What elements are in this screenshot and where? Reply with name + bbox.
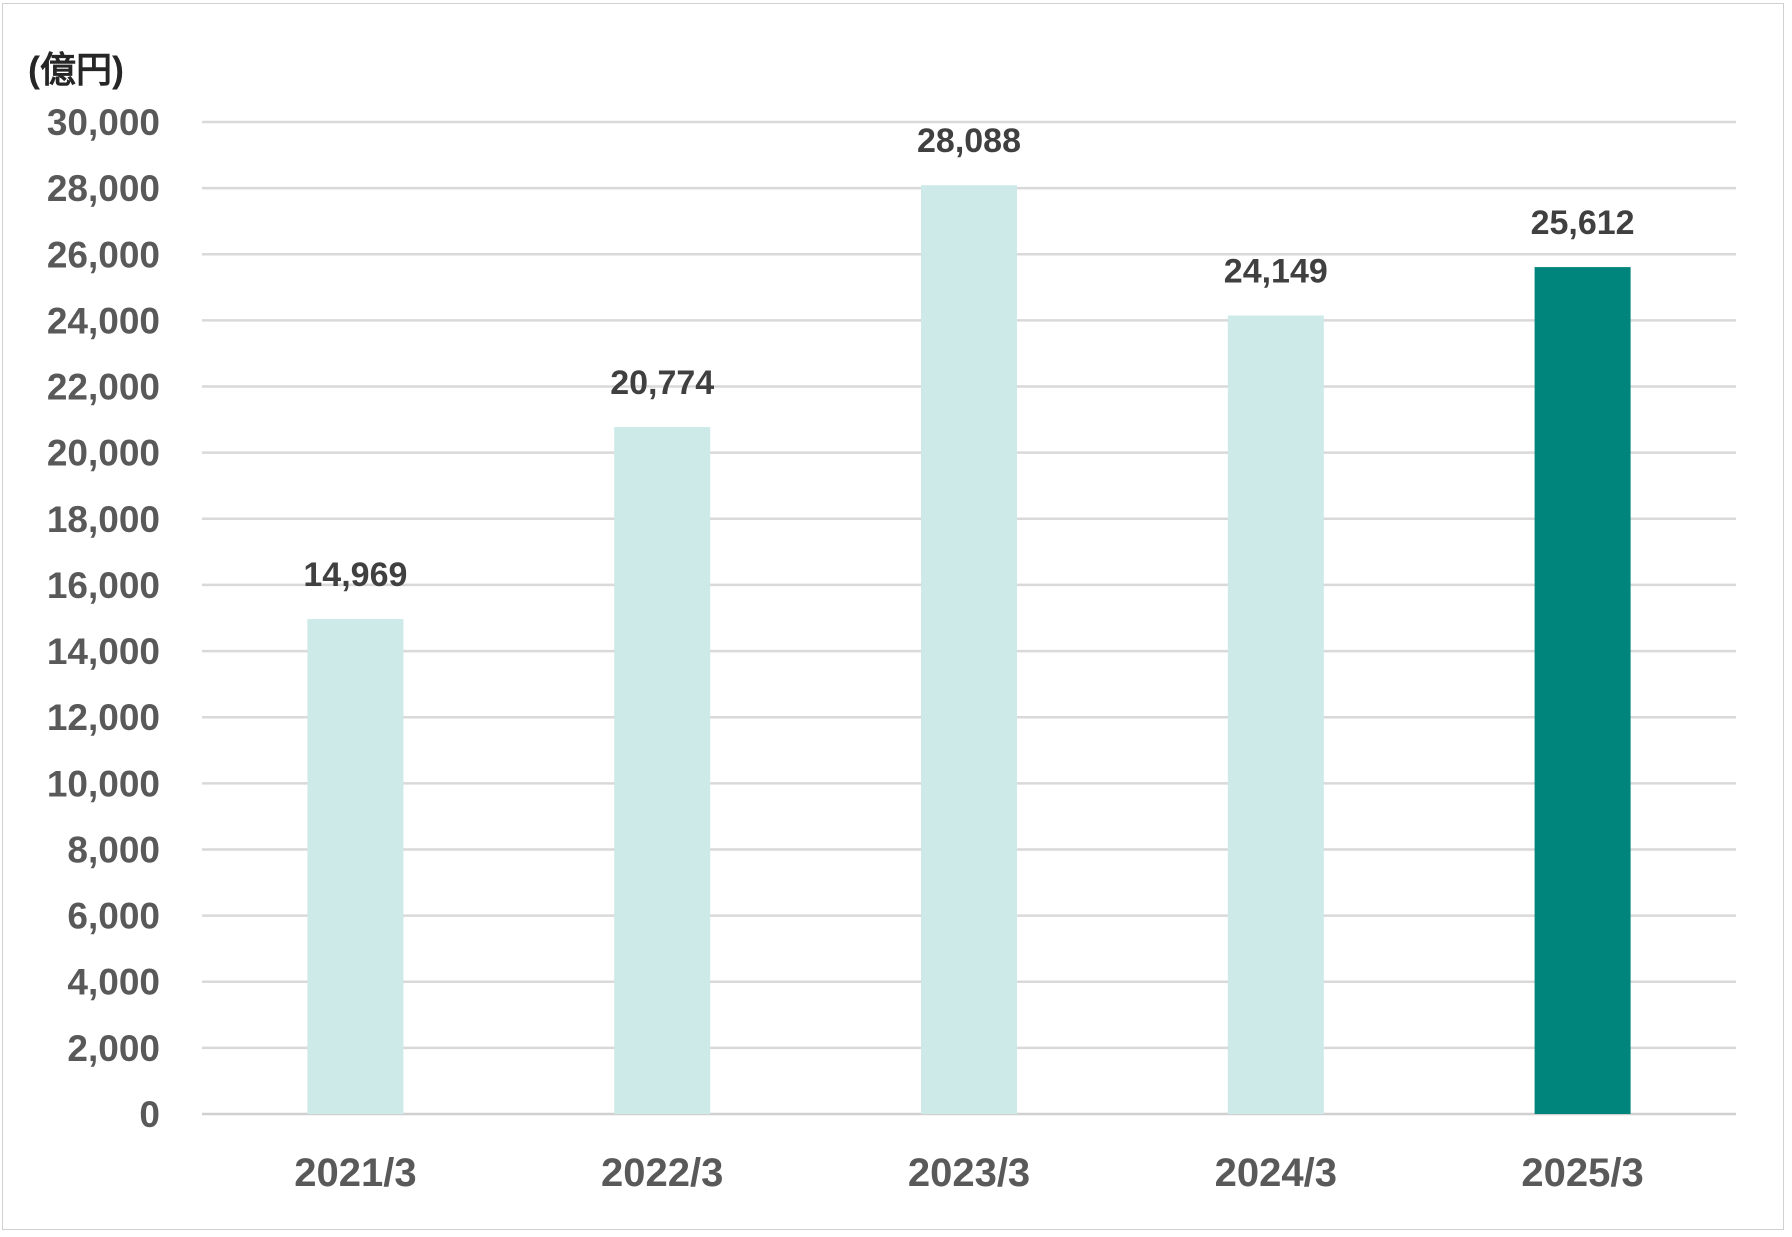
y-tick-label: 10,000 [47, 763, 160, 804]
data-label: 14,969 [303, 556, 407, 594]
bar-2024-3 [1227, 315, 1324, 1115]
y-tick-label: 22,000 [47, 367, 160, 408]
y-tick-label: 16,000 [47, 565, 160, 606]
y-tick-label: 28,000 [47, 168, 160, 209]
data-label: 24,149 [1224, 252, 1328, 290]
y-tick-label: 12,000 [47, 697, 160, 738]
x-category-label: 2024/3 [1215, 1151, 1337, 1195]
x-axis-category-labels: 2021/3 2022/3 2023/3 2024/3 2025/3 [294, 1151, 1644, 1195]
x-category-label: 2022/3 [601, 1151, 723, 1195]
y-axis-tick-labels: 0 2,000 4,000 6,000 8,000 10,000 12,000 14,000 1… [47, 102, 160, 1135]
data-label: 25,612 [1531, 204, 1635, 242]
y-tick-label: 6,000 [67, 896, 160, 937]
chart-frame [2, 3, 1784, 1230]
data-label: 20,774 [610, 364, 714, 402]
bar-2023-3 [921, 185, 1017, 1115]
bars [307, 185, 1631, 1115]
y-tick-label: 20,000 [47, 433, 160, 474]
y-tick-label: 2,000 [67, 1028, 160, 1069]
y-tick-label: 30,000 [47, 102, 160, 143]
x-category-label: 2021/3 [294, 1151, 416, 1195]
x-category-label: 2023/3 [908, 1151, 1030, 1195]
y-axis-unit-label: (億円) [28, 49, 124, 90]
y-tick-label: 0 [139, 1094, 160, 1135]
bar-2025-3 [1534, 267, 1631, 1114]
y-tick-label: 26,000 [47, 234, 160, 275]
data-label: 28,088 [917, 122, 1021, 160]
x-category-label: 2025/3 [1521, 1151, 1643, 1195]
y-tick-label: 4,000 [67, 962, 160, 1003]
data-labels: 14,969 20,774 28,088 24,149 25,612 [303, 122, 1634, 594]
bar-2022-3 [614, 427, 711, 1114]
y-tick-label: 18,000 [47, 499, 160, 540]
bar-2021-3 [307, 619, 404, 1114]
y-tick-label: 24,000 [47, 300, 160, 341]
y-tick-label: 14,000 [47, 631, 160, 672]
y-tick-label: 8,000 [67, 829, 160, 870]
